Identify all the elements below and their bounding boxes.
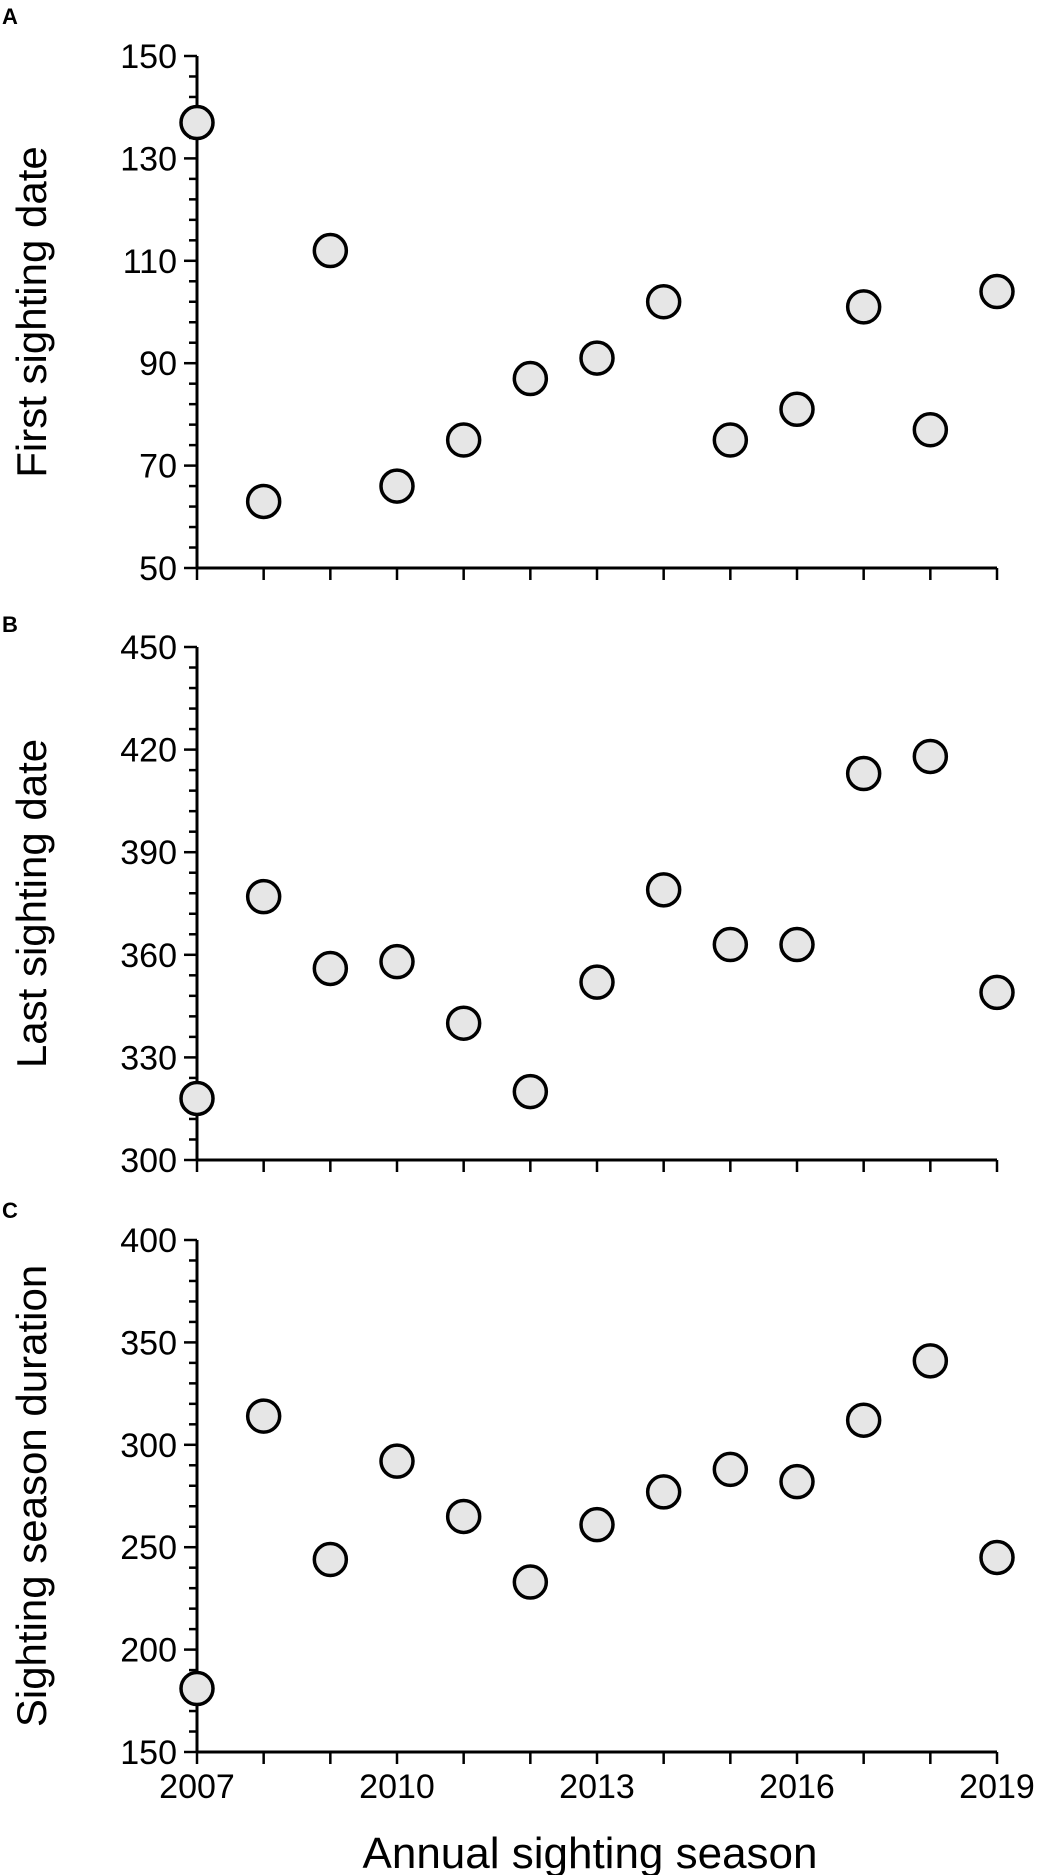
data-point — [645, 872, 682, 908]
y-axis-title: Last sighting date — [8, 739, 55, 1068]
data-point — [779, 391, 815, 428]
y-tick-label: 200 — [120, 1632, 177, 1670]
y-tick-label: 420 — [120, 732, 177, 770]
data-point — [579, 340, 615, 376]
y-tick-label: 90 — [139, 345, 177, 383]
data-point — [179, 104, 215, 141]
data-point — [245, 483, 282, 520]
data-point — [312, 1541, 349, 1578]
y-tick-label: 50 — [139, 550, 177, 588]
y-tick-label: 150 — [120, 38, 177, 76]
data-point — [712, 926, 749, 963]
y-tick-label: 450 — [120, 629, 177, 667]
data-point — [579, 964, 615, 1000]
panel-b-letter: B — [2, 612, 18, 637]
x-tick-label: 2016 — [759, 1768, 835, 1806]
data-point — [512, 360, 549, 397]
data-point — [845, 1402, 882, 1438]
x-axis-title: Annual sighting season — [363, 1829, 818, 1875]
data-point — [312, 950, 349, 987]
data-point — [912, 412, 949, 448]
data-point — [512, 1073, 549, 1110]
x-tick-label: 2019 — [959, 1768, 1035, 1806]
data-point — [245, 1398, 282, 1434]
y-tick-label: 360 — [120, 937, 177, 975]
y-tick-label: 300 — [120, 1142, 177, 1180]
y-tick-label: 400 — [120, 1222, 177, 1260]
x-tick-label: 2013 — [559, 1768, 635, 1806]
data-point — [645, 1474, 682, 1510]
data-point — [445, 1005, 482, 1041]
data-point — [379, 1443, 415, 1479]
data-point — [845, 755, 882, 792]
y-tick-label: 70 — [139, 448, 177, 486]
data-point — [579, 1506, 615, 1543]
data-point — [245, 878, 282, 915]
data-point — [779, 1463, 815, 1500]
panel-a-letter: A — [2, 4, 18, 29]
panel-c: C 150 200 250 300 350 400 Sighting season dura… — [2, 1198, 1035, 1806]
y-tick-label: 330 — [120, 1039, 177, 1077]
data-point — [179, 1670, 215, 1707]
data-point — [979, 273, 1015, 310]
y-tick-label: 390 — [120, 834, 177, 872]
data-point — [979, 974, 1015, 1011]
data-point — [712, 422, 749, 458]
y-tick-label: 130 — [120, 140, 177, 178]
x-tick-label: 2007 — [159, 1768, 235, 1806]
y-tick-label: 300 — [120, 1427, 177, 1465]
y-tick-label: 250 — [120, 1529, 177, 1567]
data-point — [712, 1451, 749, 1488]
data-point — [845, 289, 882, 325]
panel-b: B 300 330 360 390 420 450 Last sighting date — [2, 612, 1015, 1180]
data-point — [445, 422, 482, 458]
data-point — [512, 1564, 549, 1600]
x-tick-label: 2010 — [359, 1768, 435, 1806]
data-point — [979, 1539, 1015, 1576]
data-point — [912, 738, 949, 775]
panel-a: A 50 70 90 110 130 150 First sighting date — [2, 4, 1015, 588]
data-point — [645, 284, 682, 320]
data-point — [445, 1498, 482, 1535]
y-axis-title: First sighting date — [8, 146, 55, 478]
data-point — [379, 943, 415, 980]
y-tick-label: 150 — [120, 1734, 177, 1772]
y-axis-title: Sighting season duration — [8, 1265, 55, 1727]
y-tick-label: 350 — [120, 1324, 177, 1362]
panel-c-letter: C — [2, 1198, 18, 1223]
data-point — [779, 926, 815, 963]
data-point — [312, 232, 349, 269]
data-point — [912, 1343, 949, 1379]
y-tick-label: 110 — [123, 243, 177, 281]
data-point — [179, 1080, 215, 1117]
data-point — [379, 468, 415, 504]
